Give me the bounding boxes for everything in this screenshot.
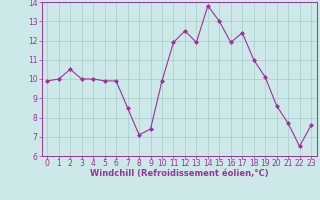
X-axis label: Windchill (Refroidissement éolien,°C): Windchill (Refroidissement éolien,°C) [90,169,268,178]
